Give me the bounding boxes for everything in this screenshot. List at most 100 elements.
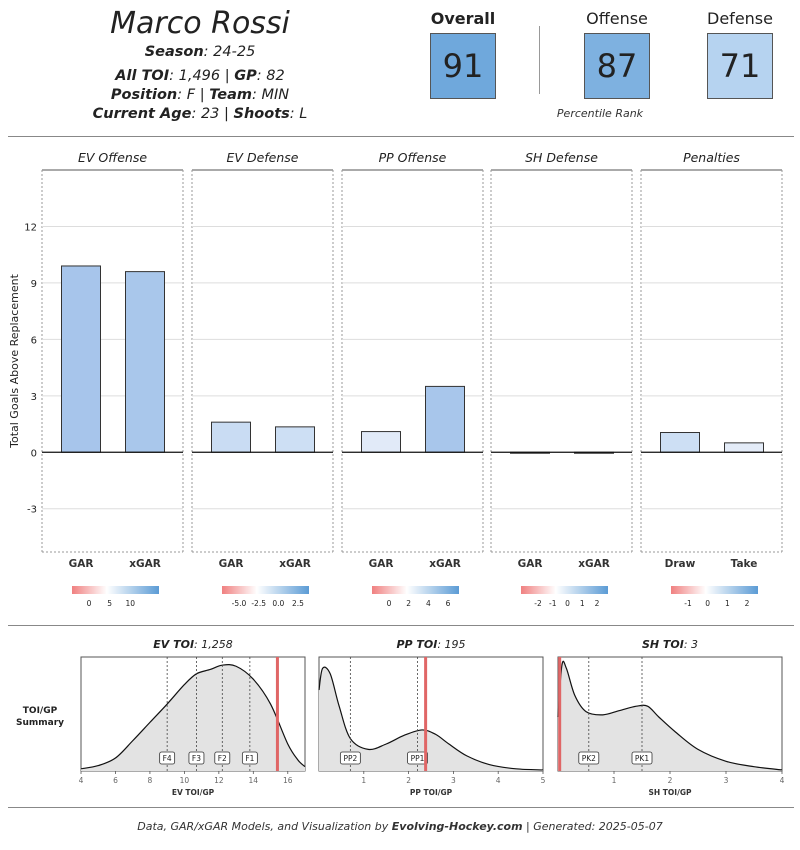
color-scale-tick: 0: [87, 599, 92, 608]
tier-marker-box: [214, 751, 231, 765]
offense-rank-box: 87: [584, 33, 650, 99]
age-value: 23: [200, 106, 220, 122]
y-tick-label: 0: [31, 448, 37, 459]
team-label: Team: [209, 87, 252, 103]
row-label-line1: TOI/GP: [23, 706, 58, 716]
x-tick-label: xGAR: [279, 558, 311, 570]
y-tick-label: 9: [31, 279, 37, 290]
x-tick-label: 6: [113, 776, 118, 785]
y-tick-label: 6: [31, 335, 37, 346]
tier-marker-box: [339, 751, 361, 765]
panel-title: SH Defense: [525, 150, 598, 165]
color-scale-tick: 2: [595, 599, 600, 608]
toi-density-chart: TOI/GP Summary EV TOI: 1,258 F4 F3 F2 F1 4 6 8 10 1…: [16, 638, 785, 797]
tier-marker-label: F1: [245, 754, 254, 763]
density-area: [558, 661, 782, 771]
tier-marker-box: [159, 751, 176, 765]
x-tick-label: 3: [724, 776, 729, 785]
header-divider: [8, 136, 794, 137]
color-scale-tick: -1: [684, 599, 692, 608]
x-axis-label: SH TOI/GP: [649, 788, 692, 797]
color-scale-tick: -1: [549, 599, 557, 608]
density-area: [81, 664, 305, 771]
color-scale-tick: 10: [126, 599, 136, 608]
bar-gar: [361, 431, 401, 453]
x-tick-label: 1: [361, 776, 366, 785]
x-tick-label: 1: [612, 776, 617, 785]
tier-marker-box: [407, 751, 428, 765]
panel-title-value: : 3: [684, 638, 698, 651]
season-line: Season: 24-25: [144, 44, 256, 60]
color-scale-tick: 2: [406, 599, 411, 608]
color-scale-tick: 0: [705, 599, 710, 608]
season-value: 24-25: [213, 44, 256, 60]
x-tick-label: 10: [180, 776, 190, 785]
season-label: Season: [144, 44, 204, 60]
footer-prefix: Data, GAR/xGAR Models, and Visualization…: [137, 820, 389, 833]
defense-rank-label: Defense: [707, 9, 773, 28]
footer-credit: Data, GAR/xGAR Models, and Visualization…: [0, 820, 800, 833]
tier-marker-label: PP2: [343, 754, 357, 763]
player-name: Marco Rossi: [110, 6, 290, 41]
shoots-value: L: [299, 106, 308, 122]
panel-title-value: : 1,258: [194, 638, 233, 651]
tier-marker-label: PK1: [635, 754, 649, 763]
x-tick-label: 2: [668, 776, 673, 785]
bar-gar: [211, 421, 251, 453]
panel-title: SH TOI: 3: [642, 638, 698, 651]
offense-rank-label: Offense: [586, 9, 648, 28]
footer-divider: [8, 807, 794, 808]
tier-marker-label: F3: [192, 754, 201, 763]
tier-marker-label: F2: [218, 754, 227, 763]
y-tick-label: 3: [31, 392, 37, 403]
x-tick-label: 16: [283, 776, 293, 785]
percentile-rank-caption: Percentile Rank: [556, 107, 644, 120]
x-tick-label: 5: [541, 776, 546, 785]
team-value: MIN: [261, 87, 290, 103]
toi-line: All TOI: 1,496 | GP: 82: [115, 68, 285, 84]
density-line: [80, 664, 306, 770]
defense-rank-box: 71: [707, 33, 773, 99]
x-tick-label: 2: [406, 776, 411, 785]
tier-marker-label: PP1: [411, 754, 425, 763]
x-tick-label: 12: [214, 776, 224, 785]
gp-label: GP: [234, 68, 257, 84]
x-tick-label: 4: [780, 776, 785, 785]
color-scale-tick: 2.5: [292, 599, 304, 608]
x-tick-label: xGAR: [429, 558, 461, 570]
color-scale-tick: 2: [745, 599, 750, 608]
x-axis-label: EV TOI/GP: [172, 788, 215, 797]
x-tick-label: Take: [731, 558, 758, 570]
position-label: Position: [110, 87, 178, 103]
density-line: [557, 660, 783, 771]
x-tick-label: GAR: [69, 558, 94, 570]
color-scale-tick: -5.0: [232, 599, 247, 608]
overall-rank-label: Overall: [430, 9, 496, 28]
bar-draw: [660, 432, 700, 453]
y-tick-label: 12: [24, 222, 37, 233]
shoots-label: Shoots: [233, 106, 290, 122]
age-line: Current Age: 23 | Shoots: L: [92, 106, 308, 122]
footer-brand: Evolving-Hockey.com: [391, 820, 523, 833]
position-value: F: [186, 87, 196, 103]
tier-marker-label: F4: [163, 754, 172, 763]
color-scale-tick: 6: [446, 599, 451, 608]
bar-xgar: [425, 385, 465, 453]
x-axis-label: PP TOI/GP: [410, 788, 453, 797]
gp-value: 82: [266, 68, 285, 84]
y-tick-label: -3: [27, 505, 37, 516]
age-label: Current Age: [92, 106, 192, 122]
row-label-line2: Summary: [16, 718, 64, 728]
panel-title: Penalties: [683, 150, 740, 165]
x-tick-label: GAR: [219, 558, 244, 570]
footer-suffix: | Generated: 2025-05-07: [526, 820, 663, 833]
color-scale-tick: 5: [107, 599, 112, 608]
panel-title-value: : 195: [437, 638, 465, 651]
position-line: Position: F | Team: MIN: [110, 87, 290, 103]
x-tick-label: 4: [79, 776, 84, 785]
tier-marker-box: [188, 751, 205, 765]
y-axis-label: Total Goals Above Replacement: [8, 273, 21, 448]
x-tick-label: GAR: [369, 558, 394, 570]
color-scale-bar: [72, 586, 159, 594]
x-tick-label: 8: [148, 776, 153, 785]
